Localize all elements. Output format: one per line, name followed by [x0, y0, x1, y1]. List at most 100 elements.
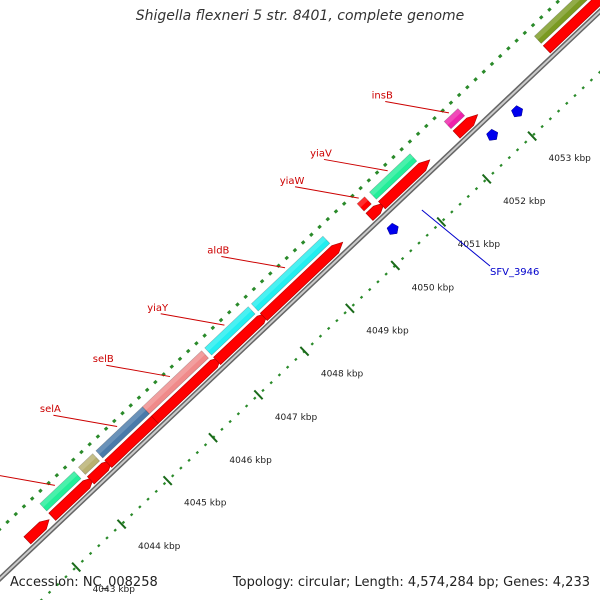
feature-shade: [78, 453, 97, 471]
outer-dot: [128, 403, 133, 408]
tick-mark: [71, 562, 82, 573]
inner-dot: [72, 567, 76, 571]
gene-label-selA: selA: [40, 404, 61, 415]
outer-dot: [366, 178, 372, 183]
inner-dot: [88, 551, 93, 556]
outer-dot: [497, 53, 503, 59]
inner-dot: [138, 505, 142, 509]
inner-dot: [228, 419, 232, 424]
inner-dot: [368, 287, 372, 292]
tick-mark: [208, 432, 218, 443]
inner-dot: [409, 249, 413, 253]
inner-dot: [220, 427, 224, 431]
outer-dot: [29, 496, 35, 501]
outer-dot: [194, 341, 199, 346]
feature-shade: [204, 306, 252, 352]
feature-bar: [533, 0, 588, 44]
tick-label: 4053 kbp: [548, 154, 591, 164]
tick-label: 4050 kbp: [412, 283, 455, 293]
inner-dot: [80, 559, 85, 563]
tick-label: 4043 kbp: [93, 585, 136, 595]
gene-label-leader: [294, 186, 359, 199]
gene-label-selB: selB: [93, 354, 114, 365]
outer-dot: [325, 216, 331, 222]
cds-arrow: [48, 476, 95, 521]
outer-dot: [268, 271, 273, 276]
tick-label: 4052 kbp: [503, 197, 546, 207]
tick-label: 4044 kbp: [138, 542, 181, 552]
feature-shade: [95, 406, 146, 455]
feature-bar: [369, 153, 418, 200]
inner-dot: [458, 202, 462, 206]
outer-dot: [456, 92, 462, 98]
outer-dot: [284, 255, 289, 261]
inner-dot: [253, 396, 257, 400]
outer-dot: [333, 209, 339, 214]
inner-dot: [277, 373, 282, 377]
gene-label-aldB: aldB: [207, 245, 229, 256]
outer-dot: [530, 22, 536, 28]
inner-dot: [335, 318, 339, 323]
ticks-layer: 4043 kbp 4044 kbp 4045 kbp 4046 kbp 4047 kbp…: [71, 131, 591, 595]
tick-mark: [116, 519, 127, 530]
inner-dot: [39, 598, 44, 600]
feature-bar: [77, 453, 101, 475]
inner-dotted-track: [39, 70, 600, 600]
inner-dot: [187, 458, 191, 463]
inner-dot: [47, 590, 52, 594]
genome-summary-text: Topology: circular; Length: 4,574,284 bp…: [232, 575, 590, 590]
inner-dot: [441, 218, 446, 222]
outer-dot: [210, 325, 216, 331]
tick-label: 4045 kbp: [184, 499, 227, 509]
tick-mark: [436, 216, 447, 227]
outer-dot: [317, 224, 322, 230]
outer-dot: [243, 294, 248, 300]
outer-dot: [136, 395, 142, 400]
inner-dot: [581, 86, 585, 90]
feature-bar: [250, 235, 331, 312]
outer-dot: [259, 278, 265, 284]
cds-arrow: [365, 202, 385, 221]
feature-shade: [369, 153, 414, 196]
tick-label: 4049 kbp: [366, 326, 409, 336]
outer-dot: [407, 139, 413, 144]
outer-dot: [70, 457, 76, 463]
gene-label-insB: insB: [372, 91, 393, 102]
inner-dot: [294, 357, 298, 362]
outer-dot: [300, 240, 306, 245]
misc-feature-marker: [511, 105, 523, 118]
tick-label: 4046 kbp: [229, 456, 272, 466]
inner-dot: [466, 194, 470, 199]
feature-shade: [39, 471, 78, 508]
feature-bar: [39, 470, 82, 512]
map-title: Shigella flexneri 5 str. 8401, complete …: [135, 8, 465, 24]
outer-dot: [112, 418, 117, 424]
inner-dot: [565, 101, 569, 105]
inner-dot: [450, 210, 454, 214]
inner-dot: [121, 520, 126, 525]
tick-mark: [390, 260, 401, 271]
outer-dot: [465, 84, 470, 90]
features-layer: [39, 0, 588, 512]
outer-dot: [341, 201, 347, 206]
gene-label-yiaV: yiaV: [310, 148, 332, 159]
inner-dot: [433, 225, 438, 230]
outer-dot: [555, 0, 560, 5]
outer-dot: [120, 410, 125, 416]
inner-dot: [351, 303, 355, 307]
outer-dot: [79, 449, 84, 455]
cds-arrow: [23, 519, 50, 545]
gene-label-leader: [221, 255, 286, 269]
inner-dot: [113, 528, 117, 532]
outer-dot: [424, 123, 429, 129]
inner-dot: [310, 342, 314, 346]
feature-shade: [357, 196, 368, 208]
tick-label: 4051 kbp: [458, 240, 501, 250]
outer-dot: [0, 527, 2, 532]
outer-dot: [514, 38, 519, 43]
outer-dot: [13, 511, 19, 517]
outer-dot: [374, 170, 380, 175]
outer-dot: [399, 147, 404, 152]
